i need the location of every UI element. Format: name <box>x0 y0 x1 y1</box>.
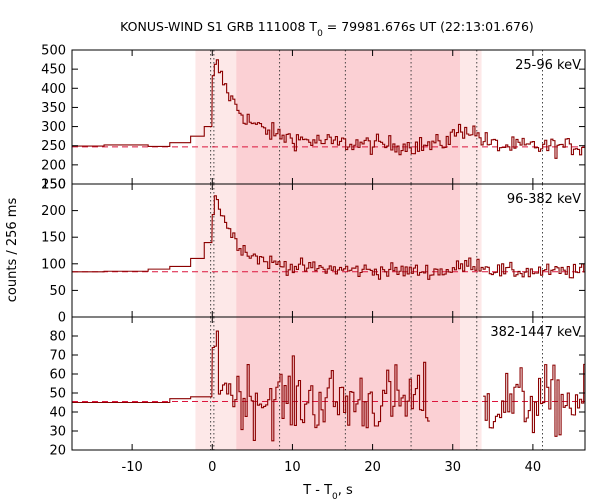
x-tick-label: 30 <box>444 460 461 475</box>
panel-1: 150 200 250 300 350 400 450 500 25-96 keV <box>41 44 586 193</box>
y-tick-label: 150 <box>41 178 66 193</box>
y-tick-label: 150 <box>41 231 66 246</box>
y-tick-label: 30 <box>49 425 66 440</box>
shaded-region-inner <box>236 184 460 317</box>
x-tick-label: -10 <box>122 460 143 475</box>
x-tick-label: 10 <box>284 460 301 475</box>
chart-title: KONUS-WIND S1 GRB 111008 T0 = 79981.676s… <box>120 19 534 39</box>
energy-band-label: 96-382 keV <box>507 192 581 207</box>
shaded-region-inner <box>236 50 460 184</box>
panel-3: 20 30 40 50 60 70 80 382-1447 keV <box>49 316 586 459</box>
y-tick-label: 60 <box>49 368 66 383</box>
x-tick-label: 20 <box>364 460 381 475</box>
y-tick-label: 250 <box>41 139 66 154</box>
y-tick-label: 50 <box>49 387 66 402</box>
y-tick-label: 100 <box>41 257 66 272</box>
y-tick-label: 300 <box>41 120 66 135</box>
y-tick-label: 70 <box>49 349 66 364</box>
y-tick-label: 250 <box>41 178 66 193</box>
y-axis-label: counts / 256 ms <box>5 198 20 303</box>
energy-band-label: 382-1447 keV <box>490 325 581 340</box>
y-tick-label: 200 <box>41 204 66 219</box>
y-tick-label: 450 <box>41 63 66 78</box>
panel-frame <box>71 316 586 451</box>
y-tick-label: 40 <box>49 406 66 421</box>
y-tick-label: 20 <box>49 444 66 459</box>
y-tick-label: 350 <box>41 101 66 116</box>
x-tick-label: 0 <box>208 460 216 475</box>
energy-band-label: 25-96 keV <box>515 58 581 73</box>
y-tick-label: 0 <box>58 311 66 326</box>
x-axis-label: T - T0, s <box>302 483 353 500</box>
y-tick-label: 400 <box>41 82 66 97</box>
x-tick-label: 40 <box>525 460 542 475</box>
count-rate-curve <box>72 195 585 280</box>
y-tick-label: 50 <box>49 284 66 299</box>
y-tick-label: 500 <box>41 44 66 59</box>
y-tick-label: 80 <box>49 330 66 345</box>
y-tick-label: 200 <box>41 158 66 173</box>
count-rate-curve <box>72 59 585 159</box>
count-rate-curve <box>483 363 585 437</box>
shaded-region-inner <box>236 317 460 450</box>
count-rate-curve <box>72 330 430 442</box>
panel-2: 0 50 100 150 200 250 96-382 keV <box>41 178 586 326</box>
